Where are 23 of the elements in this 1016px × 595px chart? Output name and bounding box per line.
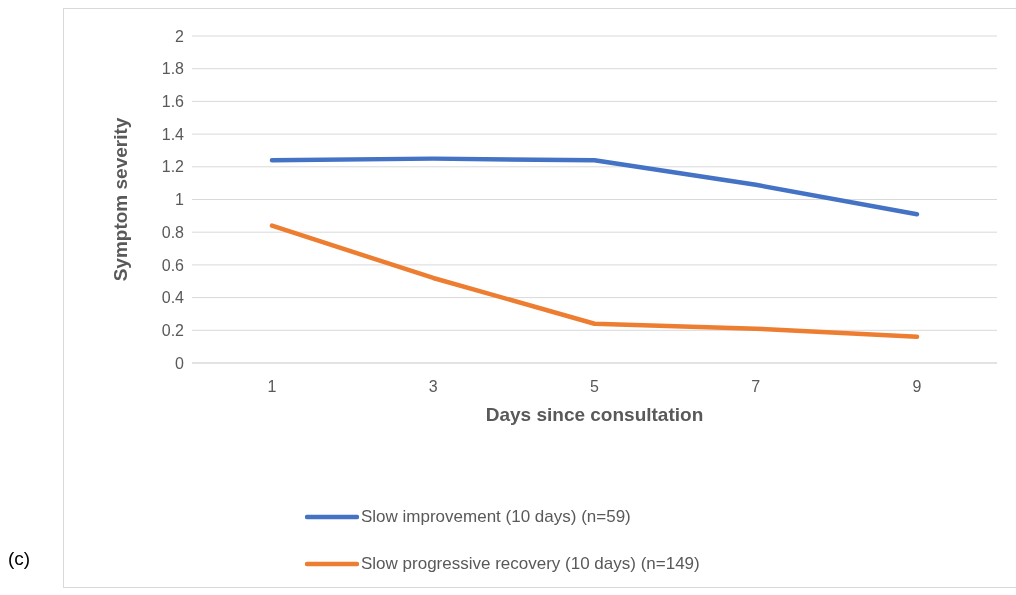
y-tick-label: 1.8 (161, 60, 185, 78)
x-tick-label: 5 (590, 378, 600, 396)
y-tick-label: 0.4 (161, 289, 185, 307)
y-tick-label: 1.4 (161, 125, 185, 143)
y-axis-title: Symptom severity (109, 117, 131, 282)
legend-label: Slow progressive recovery (10 days) (n=149) (361, 553, 700, 574)
y-tick-label: 1.6 (161, 93, 185, 111)
y-tick-label: 0.2 (161, 321, 185, 339)
line-series (269, 223, 920, 340)
y-tick-label: 1.2 (161, 158, 185, 176)
line-series (269, 156, 920, 217)
y-tick-label: 2 (175, 27, 185, 45)
legend-label: Slow improvement (10 days) (n=59) (361, 506, 631, 527)
x-tick-label: 9 (912, 378, 922, 396)
y-tick-label: 0.8 (161, 223, 185, 241)
y-tick-label: 1 (175, 191, 185, 209)
y-tick-label: 0 (175, 354, 185, 372)
x-tick-label: 7 (751, 378, 761, 396)
x-tick-label: 1 (267, 378, 277, 396)
x-tick-label: 3 (428, 378, 438, 396)
text: (c) (8, 548, 31, 570)
x-axis-title: Days since consultation (485, 404, 704, 425)
y-tick-label: 0.6 (161, 256, 185, 274)
